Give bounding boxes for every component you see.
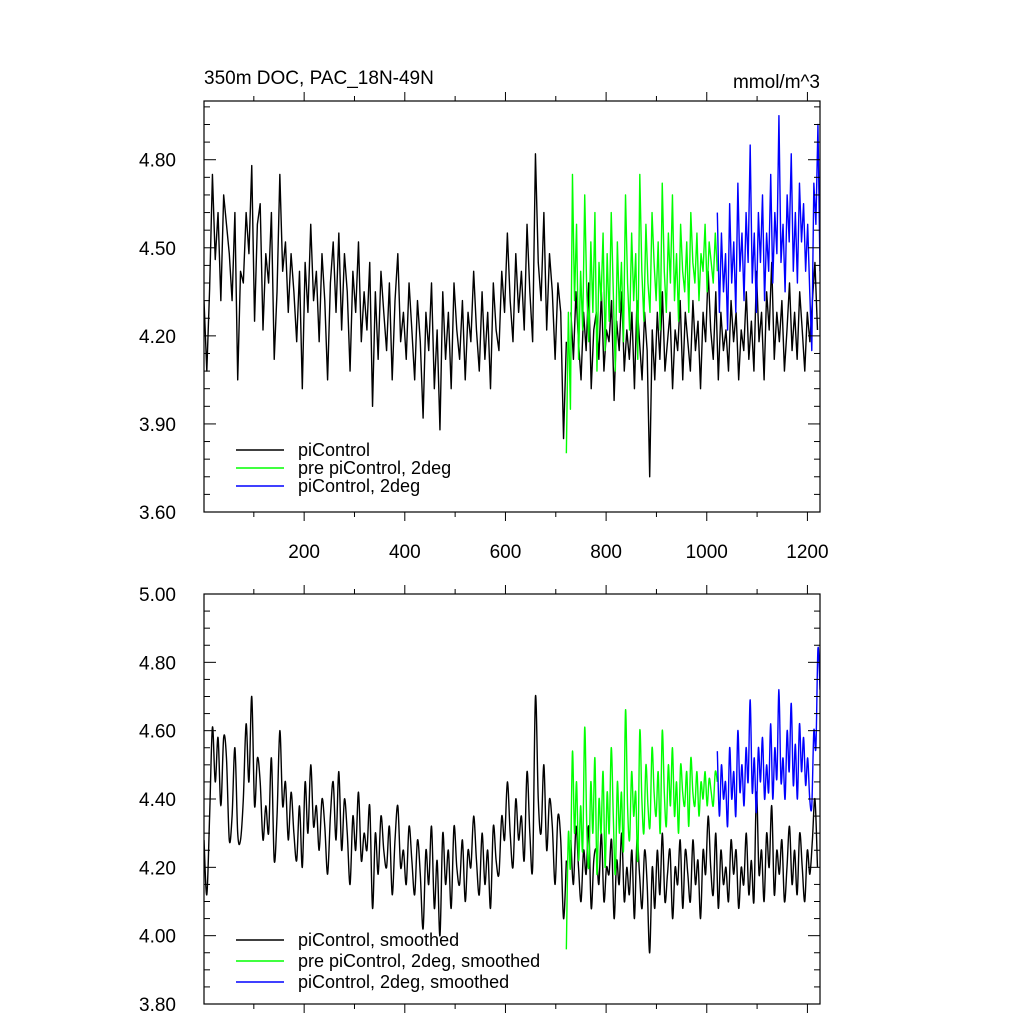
- y-tick-label: 4.80: [139, 653, 176, 674]
- y-tick-label: 4.20: [139, 858, 176, 879]
- series-line-1: [570, 261, 819, 478]
- y-tick-label: 4.80: [139, 151, 176, 172]
- legend-label: piControl: [298, 440, 370, 460]
- y-tick-label: 5.00: [139, 585, 176, 606]
- series-line-2: [565, 709, 719, 950]
- x-tick-label: 1200: [786, 542, 828, 563]
- figure-title: 350m DOC, PAC_18N-49N: [204, 68, 434, 89]
- series-line-3: [716, 114, 820, 352]
- panel-smoothed-timeseries: 3.80 4.00 4.20 4.40 4.60 4.80 5.00 piControl, s…: [139, 585, 821, 1016]
- series-group: [204, 114, 820, 478]
- y-tick-label: 3.60: [139, 503, 176, 524]
- legend-label: piControl, 2deg: [298, 476, 420, 496]
- series-line-0: [204, 153, 568, 440]
- y-tick-label: 4.60: [139, 722, 176, 743]
- series-group: [204, 646, 820, 954]
- legend-label: pre piControl, 2deg, smoothed: [298, 951, 540, 971]
- units-label: mmol/m^3: [733, 72, 820, 93]
- y-tick-label: 4.00: [139, 927, 176, 948]
- legend-label: pre piControl, 2deg: [298, 458, 451, 478]
- y-tick-label: 3.80: [139, 995, 176, 1016]
- panel-raw-timeseries: 200 400 600 800 1000 1200 3.60 3.90 4.20 4.50 4.80…: [139, 92, 829, 563]
- series-line-2: [565, 173, 719, 454]
- x-tick-label: 1000: [686, 542, 728, 563]
- series-line-3: [716, 646, 820, 828]
- x-tick-label: 200: [288, 542, 320, 563]
- legend-label: piControl, smoothed: [298, 930, 459, 950]
- y-tick-label: 4.20: [139, 327, 176, 348]
- x-tick-label: 600: [490, 542, 522, 563]
- series-line-1: [570, 791, 819, 954]
- y-tick-label: 3.90: [139, 415, 176, 436]
- legend-label: piControl, 2deg, smoothed: [298, 972, 509, 992]
- y-tick-label: 4.50: [139, 239, 176, 260]
- plot-frame: [203, 593, 821, 1005]
- x-tick-label: 800: [590, 542, 622, 563]
- y-tick-label: 4.40: [139, 790, 176, 811]
- plot-frame: [203, 100, 821, 513]
- x-tick-label: 400: [389, 542, 421, 563]
- series-line-0: [204, 694, 568, 937]
